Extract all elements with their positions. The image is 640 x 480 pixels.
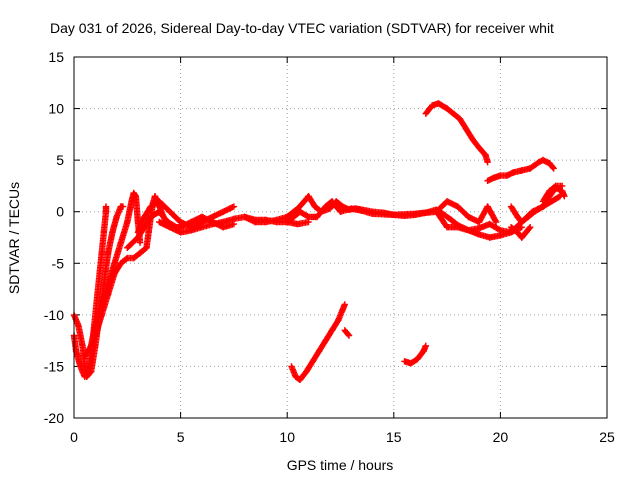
data-point xyxy=(136,239,144,246)
x-tick-label: 0 xyxy=(70,429,78,445)
data-point xyxy=(555,193,563,201)
y-tick-label: 0 xyxy=(56,204,64,220)
y-tick-labels: -20 -15 -10 -5 0 5 10 15 xyxy=(44,49,64,426)
data-points xyxy=(70,100,568,383)
x-tick-label: 15 xyxy=(386,429,402,445)
data-point xyxy=(345,332,353,339)
y-tick-label: -5 xyxy=(52,255,65,271)
y-axis-label: SDTVAR / TECUs xyxy=(6,182,22,294)
y-tick-label: -15 xyxy=(44,358,64,374)
y-tick-label: 5 xyxy=(56,152,64,168)
x-tick-label: 20 xyxy=(493,429,509,445)
data-point xyxy=(119,203,127,210)
y-tick-label: -10 xyxy=(44,307,64,323)
data-point xyxy=(102,203,110,210)
y-tick-label: 15 xyxy=(48,49,64,65)
data-point xyxy=(549,164,556,171)
data-point xyxy=(484,159,491,166)
data-point xyxy=(559,182,566,190)
chart-title: Day 031 of 2026, Sidereal Day-to-day VTE… xyxy=(50,20,554,36)
data-point xyxy=(561,193,568,200)
y-tick-label: -20 xyxy=(44,410,64,426)
x-tick-label: 10 xyxy=(279,429,295,445)
data-point xyxy=(230,203,238,210)
data-point xyxy=(550,165,557,172)
data-point xyxy=(422,342,429,349)
data-point xyxy=(230,220,238,228)
data-point xyxy=(345,331,352,338)
data-point xyxy=(341,301,348,308)
data-point xyxy=(526,225,533,232)
y-tick-label: 10 xyxy=(48,101,64,117)
data-point xyxy=(492,218,500,226)
grid-lines xyxy=(74,57,607,418)
x-tick-label: 25 xyxy=(599,429,615,445)
data-point xyxy=(527,224,534,231)
plot-frame xyxy=(73,56,608,419)
tick-marks xyxy=(73,56,608,419)
x-tick-label: 5 xyxy=(177,429,185,445)
x-axis-label: GPS time / hours xyxy=(287,457,394,473)
x-tick-labels: 0 5 10 15 20 25 xyxy=(70,429,615,445)
